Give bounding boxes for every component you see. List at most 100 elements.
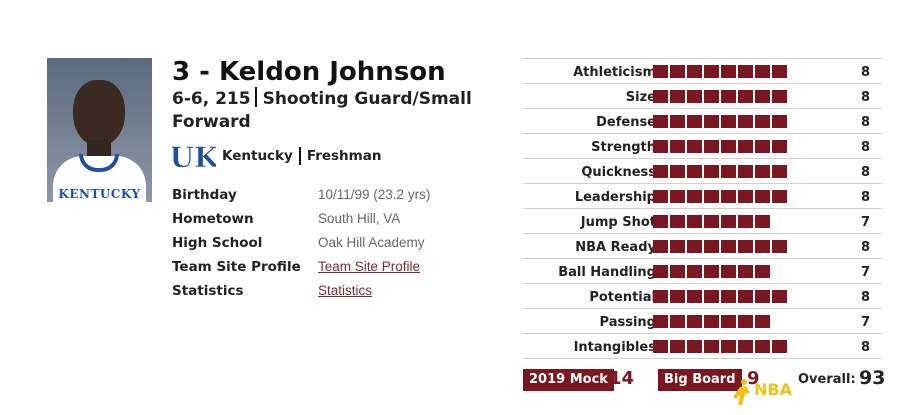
rating-block: [721, 90, 736, 103]
rating-block: [653, 215, 668, 228]
info-label: Statistics: [172, 283, 244, 299]
svg-text:UK: UK: [172, 141, 216, 172]
separator: [254, 87, 257, 107]
rating-block: [721, 65, 736, 78]
rating-block: [704, 315, 719, 328]
info-label: Birthday: [172, 187, 237, 203]
rating-block: [687, 290, 702, 303]
rating-label: NBA Ready: [575, 240, 656, 255]
rating-block: [653, 240, 668, 253]
rating-block: [670, 90, 685, 103]
ranking-footer: 2019 Mock 14 Big Board 9 Overall: 93 NBA: [523, 367, 893, 405]
rating-block: [687, 90, 702, 103]
rating-block: [653, 90, 668, 103]
rating-block: [687, 140, 702, 153]
rating-label: Athleticism: [573, 65, 656, 80]
info-row-high-school: High School Oak Hill Academy: [172, 231, 472, 255]
rating-label: Leadership: [574, 190, 656, 205]
rating-block: [721, 340, 736, 353]
team-site-profile-link[interactable]: Team Site Profile: [318, 259, 421, 274]
rating-label: Defense: [596, 115, 656, 130]
player-photo: KENTUCKY: [47, 58, 152, 202]
rating-row: Potential 8: [523, 284, 882, 309]
rating-label: Quickness: [581, 165, 656, 180]
rating-block: [738, 65, 753, 78]
rating-block: [755, 215, 770, 228]
mock-draft-badge: 2019 Mock: [523, 369, 614, 391]
rating-value: 8: [860, 115, 870, 130]
rating-bar: [653, 315, 772, 328]
rating-block: [653, 265, 668, 278]
info-label: High School: [172, 235, 263, 251]
rating-block: [670, 165, 685, 178]
rating-block: [670, 265, 685, 278]
rating-bar: [653, 265, 772, 278]
rating-block: [721, 315, 736, 328]
info-value: South Hill, VA: [318, 211, 401, 226]
rating-block: [755, 115, 770, 128]
rating-block: [755, 140, 770, 153]
mock-draft-rank: 14: [609, 368, 635, 389]
rating-value: 7: [860, 315, 870, 330]
rating-bar: [653, 90, 789, 103]
rating-block: [704, 140, 719, 153]
rating-block: [704, 340, 719, 353]
rating-label: Potential: [589, 290, 656, 305]
rating-bar: [653, 240, 789, 253]
rating-block: [704, 265, 719, 278]
rating-block: [721, 290, 736, 303]
rating-block: [755, 90, 770, 103]
rating-block: [738, 90, 753, 103]
rating-row: Leadership 8: [523, 184, 882, 209]
rating-label: Strength: [591, 140, 656, 155]
rating-row: Strength 8: [523, 134, 882, 159]
rating-row: Jump Shot 7: [523, 209, 882, 234]
rating-row: Quickness 8: [523, 159, 882, 184]
rating-block: [755, 265, 770, 278]
rating-bar: [653, 140, 789, 153]
rating-block: [755, 290, 770, 303]
rating-label: Passing: [599, 315, 656, 330]
rating-block: [738, 240, 753, 253]
rating-block: [687, 190, 702, 203]
rating-block: [721, 115, 736, 128]
rating-value: 8: [860, 240, 870, 255]
rating-label: Intangibles: [573, 340, 656, 355]
rating-block: [670, 140, 685, 153]
jersey-lettering: KENTUCKY: [58, 187, 141, 201]
rating-value: 8: [860, 190, 870, 205]
rating-value: 8: [860, 65, 870, 80]
rating-block: [704, 215, 719, 228]
player-measurements: 6-6, 215 Shooting Guard/Small Forward: [172, 87, 472, 134]
rating-row: NBA Ready 8: [523, 234, 882, 259]
rating-block: [687, 115, 702, 128]
info-label: Team Site Profile: [172, 259, 301, 275]
rating-row: Ball Handling 7: [523, 259, 882, 284]
info-value: Oak Hill Academy: [318, 235, 425, 250]
rating-block: [721, 215, 736, 228]
rating-value: 8: [860, 290, 870, 305]
rating-block: [653, 290, 668, 303]
rating-bar: [653, 340, 789, 353]
rating-block: [653, 165, 668, 178]
statistics-link[interactable]: Statistics: [318, 283, 373, 298]
rating-block: [721, 140, 736, 153]
player-name: 3 - Keldon Johnson: [172, 57, 446, 87]
rating-block: [772, 165, 787, 178]
rating-row: Defense 8: [523, 109, 882, 134]
rating-block: [687, 240, 702, 253]
rating-value: 7: [860, 215, 870, 230]
rating-block: [687, 165, 702, 178]
rating-block: [772, 90, 787, 103]
rating-block: [755, 315, 770, 328]
rating-block: [738, 190, 753, 203]
rating-value: 8: [860, 340, 870, 355]
big-board-badge: Big Board: [658, 369, 742, 391]
rating-block: [738, 165, 753, 178]
rating-row: Size 8: [523, 84, 882, 109]
height-weight: 6-6, 215: [172, 89, 251, 109]
rating-block: [687, 340, 702, 353]
rating-block: [687, 265, 702, 278]
rating-bar: [653, 115, 789, 128]
info-row-statistics: Statistics Statistics: [172, 279, 472, 303]
